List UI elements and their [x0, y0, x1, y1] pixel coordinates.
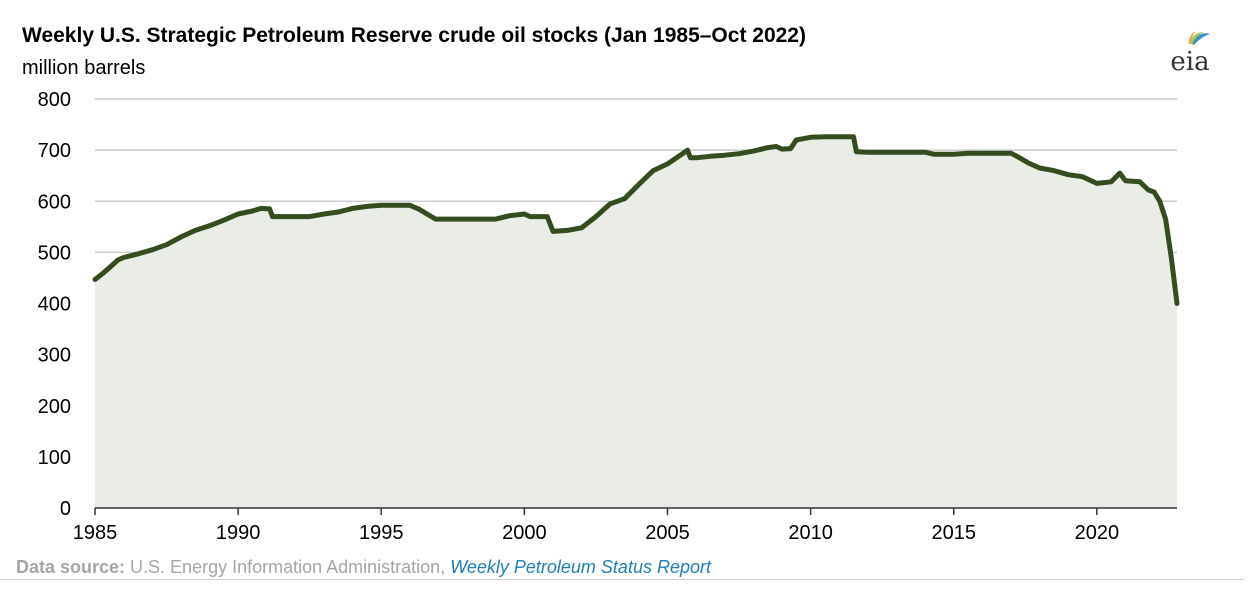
x-tick-label-1985: 1985: [73, 522, 118, 544]
data-source-label: Data source:: [16, 557, 126, 577]
y-tick-label-0: 0: [60, 498, 71, 520]
svg-text:eia: eia: [1170, 47, 1209, 76]
data-source-agency: U.S. Energy Information Administration,: [125, 557, 451, 577]
chart-subtitle: million barrels: [22, 57, 146, 79]
data-source-report-link[interactable]: Weekly Petroleum Status Report: [450, 557, 711, 577]
y-tick-label-500: 500: [38, 242, 71, 264]
y-tick-label-400: 400: [38, 294, 71, 316]
data-source-note: Data source: U.S. Energy Information Adm…: [16, 557, 711, 578]
y-tick-label-600: 600: [38, 191, 71, 213]
y-tick-label-800: 800: [38, 89, 71, 111]
x-tick-label-2015: 2015: [931, 522, 976, 544]
footer-divider: [0, 579, 1244, 580]
y-tick-label-700: 700: [38, 140, 71, 162]
series-area-fill: [95, 136, 1177, 509]
x-tick-label-1995: 1995: [359, 522, 404, 544]
x-tick-label-2005: 2005: [645, 522, 690, 544]
y-tick-label-100: 100: [38, 447, 71, 469]
x-tick-label-2000: 2000: [502, 522, 547, 544]
y-axis-ticks: 0 100 200 300 400 500 600 700 800: [38, 89, 71, 520]
x-tick-label-1990: 1990: [216, 522, 261, 544]
y-tick-label-300: 300: [38, 345, 71, 367]
eia-logo: eia: [1168, 30, 1214, 77]
chart-title: Weekly U.S. Strategic Petroleum Reserve …: [22, 24, 806, 47]
series-line: [92, 134, 1180, 306]
x-tick-label-2020: 2020: [1075, 522, 1120, 544]
x-tick-label-2010: 2010: [788, 522, 833, 544]
y-tick-label-200: 200: [38, 396, 71, 418]
eia-logo-icon: eia: [1170, 31, 1210, 77]
x-axis-ticks: 1985 1990 1995 2000 2005 2010 2015 2020: [73, 508, 1119, 544]
